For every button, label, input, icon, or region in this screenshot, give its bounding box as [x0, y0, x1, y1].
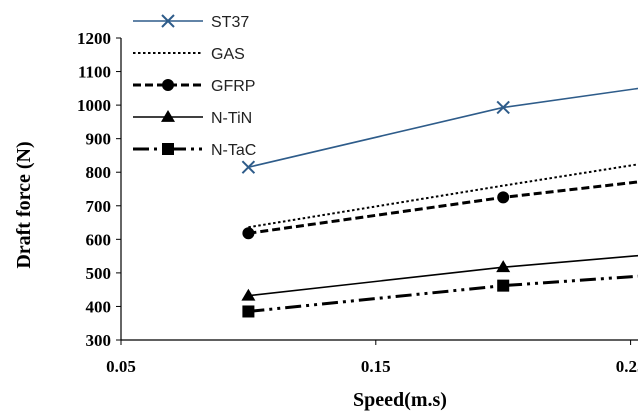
data-point-n-tac — [242, 305, 255, 318]
plot-area: 300 400 500 600 700 800 900 1000 1100 1200 0.05 0.1… — [77, 14, 638, 376]
data-point-gfrp — [497, 191, 510, 204]
y-tick-label: 300 — [86, 331, 112, 350]
data-point-n-tac — [497, 279, 510, 292]
series-line-gas — [248, 163, 638, 229]
series-line-gfrp — [248, 180, 638, 235]
x-tick-label: 0.15 — [361, 357, 391, 376]
y-tick-label: 600 — [86, 230, 112, 249]
x-tick-label: 0.05 — [106, 357, 136, 376]
y-axis-title: Draft force (N) — [13, 141, 35, 268]
y-tick-label: 500 — [86, 264, 112, 283]
legend-marker-n-tac — [162, 143, 174, 155]
y-tick-label: 1200 — [77, 29, 111, 48]
legend-marker-st37 — [161, 14, 175, 28]
legend-label-n-tin: N-TiN — [211, 110, 252, 127]
data-point-st37 — [241, 160, 256, 174]
y-tick-label: 400 — [86, 297, 112, 316]
legend-marker-n-tin — [161, 110, 175, 122]
x-axis-title: Speed(m.s) — [353, 389, 447, 411]
legend-label-st37: ST37 — [211, 14, 249, 31]
legend-label-gfrp: GFRP — [211, 78, 255, 95]
series-line-n-tac — [248, 274, 638, 313]
data-point-gfrp — [242, 227, 255, 240]
y-tick-label: 1100 — [78, 63, 111, 82]
series-line-st37 — [248, 87, 638, 168]
y-tick-label: 900 — [86, 130, 112, 149]
y-tick-label: 700 — [86, 197, 112, 216]
y-tick-label: 1000 — [77, 96, 111, 115]
legend-marker-gfrp — [162, 79, 174, 91]
x-tick-label: 0.25 — [616, 357, 638, 376]
series-line-n-tin — [248, 254, 638, 297]
legend-label-gas: GAS — [211, 46, 245, 63]
data-point-n-tin — [496, 260, 511, 273]
data-point-n-tin — [241, 288, 256, 301]
legend-label-n-tac: N-TaC — [211, 142, 256, 159]
y-tick-label: 800 — [86, 163, 112, 182]
data-point-st37 — [496, 100, 510, 115]
